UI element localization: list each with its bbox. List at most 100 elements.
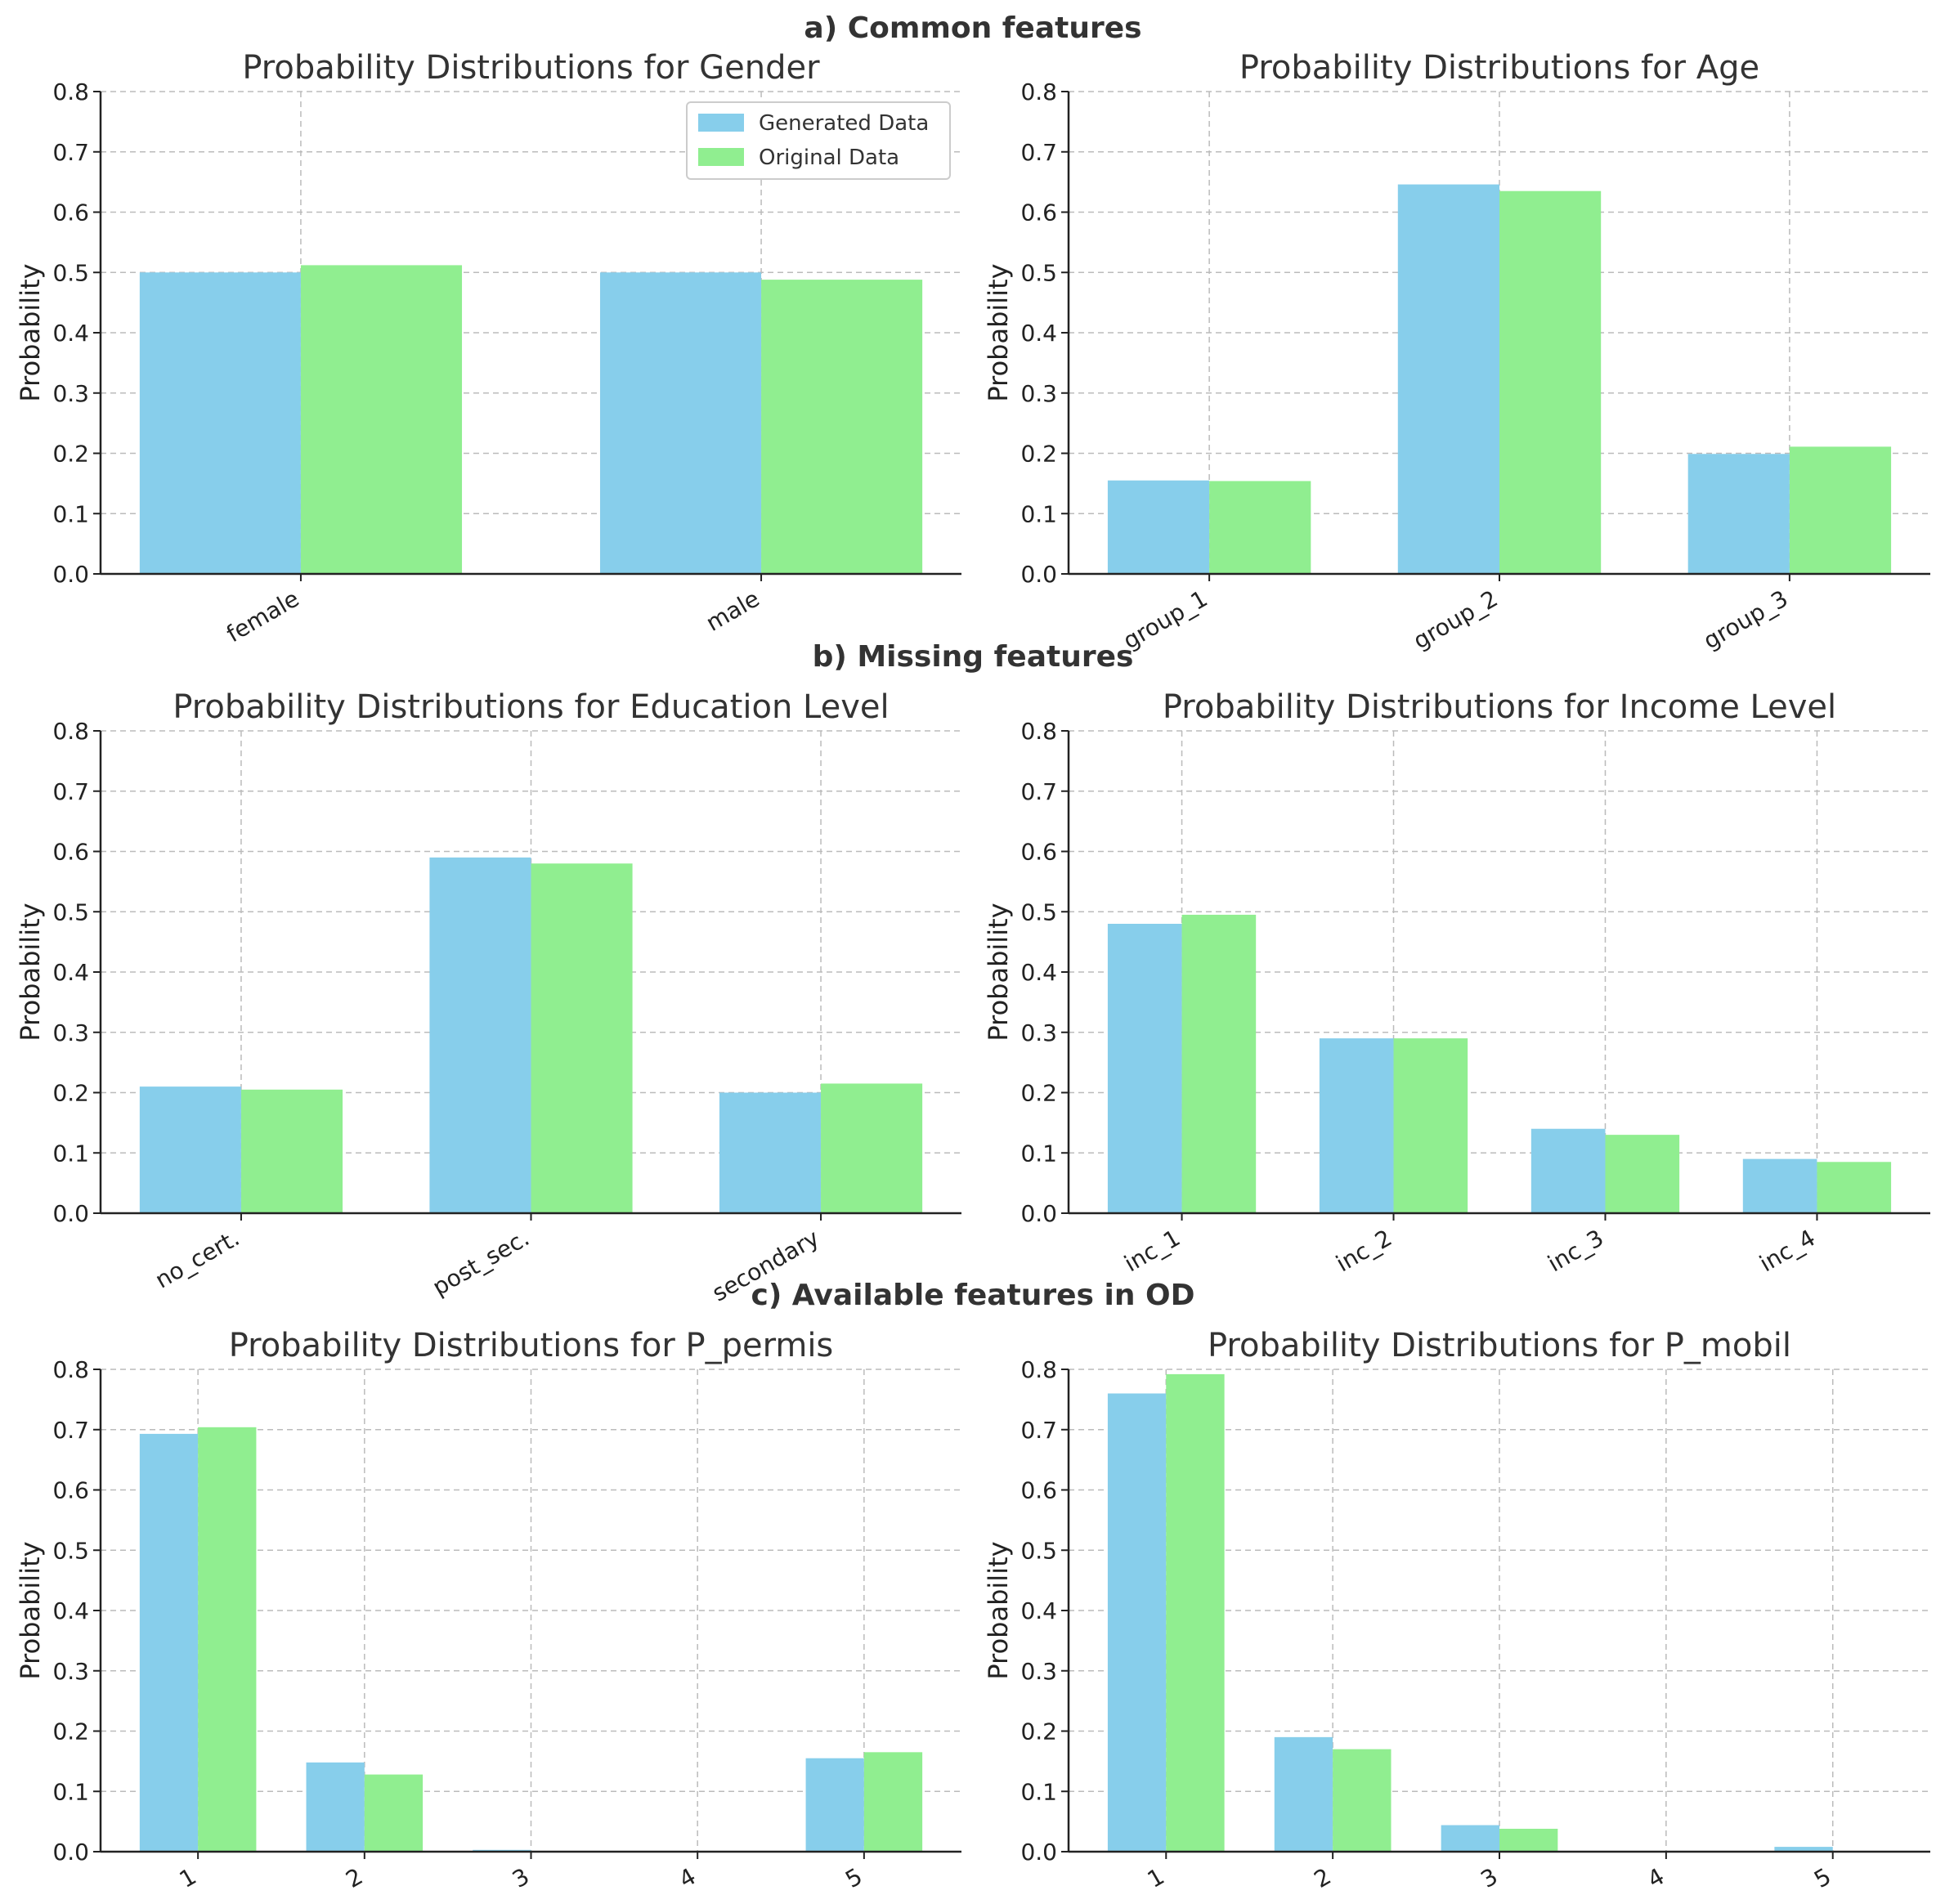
- bar-generated-3: [1687, 454, 1790, 574]
- bar-original-2: [1333, 1749, 1392, 1852]
- bar-generated-4: [1742, 1158, 1817, 1213]
- x-tick-label: 3: [1477, 1862, 1503, 1893]
- x-tick-label: group_2: [1409, 585, 1502, 654]
- y-tick-label: 0.4: [1020, 1597, 1057, 1624]
- y-tick-label: 0.8: [1020, 718, 1057, 745]
- bar-original-5: [863, 1752, 923, 1852]
- x-tick-label: 1: [175, 1862, 201, 1893]
- y-tick-label: 0.7: [52, 778, 89, 805]
- bar-generated-3: [1441, 1825, 1499, 1852]
- x-tick-label: female: [222, 585, 303, 647]
- bar-original-1: [1166, 1373, 1225, 1852]
- bar-generated-1: [1107, 924, 1182, 1213]
- chart-title: Probability Distributions for Age: [1239, 49, 1759, 87]
- bar-generated-5: [805, 1758, 864, 1852]
- chart-5: 0.0 0.1 0.2 0.3 0.4 0.5 0.6 0.7 0.8 1 2 3 4 5 Probabil…: [15, 1327, 961, 1893]
- y-tick-label: 0.2: [1020, 1080, 1057, 1107]
- section-title-b: b) Missing features: [813, 640, 1134, 674]
- bar-original-2: [761, 280, 923, 574]
- x-tick-label: 2: [1310, 1862, 1336, 1893]
- y-tick-label: 0.1: [1020, 1140, 1057, 1167]
- legend-label-2: Original Data: [759, 146, 899, 170]
- bar-original-2: [1393, 1038, 1468, 1213]
- y-tick-label: 0.0: [1020, 1839, 1057, 1866]
- bar-original-3: [1499, 1828, 1558, 1852]
- chart-1: 0.0 0.1 0.2 0.3 0.4 0.5 0.6 0.7 0.8 female male Pro…: [15, 49, 961, 647]
- x-tick-label: group_1: [1118, 585, 1212, 654]
- y-tick-label: 0.0: [52, 561, 89, 588]
- y-tick-label: 0.2: [1020, 1718, 1057, 1745]
- bar-generated-2: [429, 857, 531, 1213]
- y-axis-label: Probability: [15, 1541, 46, 1679]
- y-tick-label: 0.7: [52, 1417, 89, 1444]
- bar-original-4: [1817, 1162, 1892, 1213]
- y-tick-label: 0.3: [1020, 1019, 1057, 1046]
- x-tick-label: post_sec.: [428, 1224, 534, 1301]
- y-axis-label: Probability: [15, 903, 46, 1041]
- bar-generated-2: [599, 272, 762, 574]
- chart-title: Probability Distributions for Education …: [173, 688, 889, 726]
- y-axis-label: Probability: [983, 1541, 1014, 1679]
- section-title-a: a) Common features: [804, 11, 1141, 45]
- y-tick-label: 0.5: [52, 1537, 89, 1564]
- bar-generated-1: [1107, 1393, 1167, 1852]
- bar-original-1: [240, 1089, 343, 1213]
- bar-original-3: [1789, 446, 1892, 574]
- bar-original-2: [1499, 190, 1602, 574]
- x-tick-label: male: [701, 585, 764, 636]
- y-tick-label: 0.4: [52, 1597, 89, 1624]
- y-tick-label: 0.5: [1020, 259, 1057, 286]
- bar-generated-1: [139, 272, 301, 574]
- legend-box: [686, 101, 951, 180]
- chart-4: 0.0 0.1 0.2 0.3 0.4 0.5 0.6 0.7 0.8 inc_1 inc_2 inc…: [983, 688, 1930, 1277]
- y-tick-label: 0.3: [52, 1658, 89, 1685]
- y-tick-label: 0.8: [52, 78, 89, 105]
- x-tick-label: 5: [1809, 1862, 1835, 1893]
- y-tick-label: 0.1: [52, 500, 89, 527]
- y-tick-label: 0.1: [1020, 1778, 1057, 1805]
- y-tick-label: 0.5: [1020, 1537, 1057, 1564]
- bar-generated-1: [139, 1433, 199, 1852]
- y-tick-label: 0.3: [52, 380, 89, 407]
- legend: Generated Data Original Data: [686, 101, 951, 180]
- x-tick-label: no_cert.: [150, 1224, 244, 1293]
- y-tick-label: 0.8: [52, 718, 89, 745]
- bar-generated-5: [1774, 1847, 1833, 1852]
- y-tick-label: 0.7: [1020, 778, 1057, 805]
- y-tick-label: 0.6: [52, 1477, 89, 1504]
- bar-original-3: [1605, 1135, 1680, 1213]
- legend-label-1: Generated Data: [759, 111, 929, 136]
- y-axis-label: Probability: [983, 903, 1014, 1041]
- x-tick-label: 4: [1642, 1862, 1669, 1893]
- x-tick-label: 4: [674, 1862, 701, 1893]
- chart-2: 0.0 0.1 0.2 0.3 0.4 0.5 0.6 0.7 0.8 group_1 group_…: [983, 49, 1930, 655]
- bar-generated-3: [1530, 1128, 1606, 1213]
- bar-original-1: [1181, 914, 1257, 1213]
- y-tick-label: 0.2: [1020, 441, 1057, 468]
- x-tick-label: inc_2: [1332, 1224, 1396, 1277]
- y-tick-label: 0.8: [1020, 78, 1057, 105]
- y-tick-label: 0.1: [52, 1140, 89, 1167]
- y-tick-label: 0.6: [1020, 1477, 1057, 1504]
- y-tick-label: 0.0: [1020, 1200, 1057, 1227]
- y-tick-label: 0.1: [1020, 500, 1057, 527]
- chart-title: Probability Distributions for Income Lev…: [1163, 688, 1836, 726]
- bar-original-3: [821, 1083, 923, 1213]
- section-title-c: c) Available features in OD: [751, 1279, 1194, 1312]
- y-tick-label: 0.3: [1020, 380, 1057, 407]
- x-tick-label: inc_1: [1120, 1224, 1185, 1277]
- y-tick-label: 0.7: [1020, 1417, 1057, 1444]
- y-tick-label: 0.4: [52, 320, 89, 347]
- bar-generated-1: [139, 1086, 241, 1213]
- chart-title: Probability Distributions for P_permis: [229, 1327, 834, 1364]
- y-tick-label: 0.0: [1020, 561, 1057, 588]
- chart-title: Probability Distributions for P_mobil: [1208, 1327, 1791, 1364]
- y-tick-label: 0.6: [52, 199, 89, 226]
- y-tick-label: 0.3: [1020, 1658, 1057, 1685]
- y-tick-label: 0.2: [52, 1718, 89, 1745]
- legend-swatch-1: [698, 114, 744, 132]
- bar-original-2: [531, 863, 633, 1213]
- x-tick-label: 1: [1143, 1862, 1169, 1893]
- y-axis-label: Probability: [15, 263, 46, 401]
